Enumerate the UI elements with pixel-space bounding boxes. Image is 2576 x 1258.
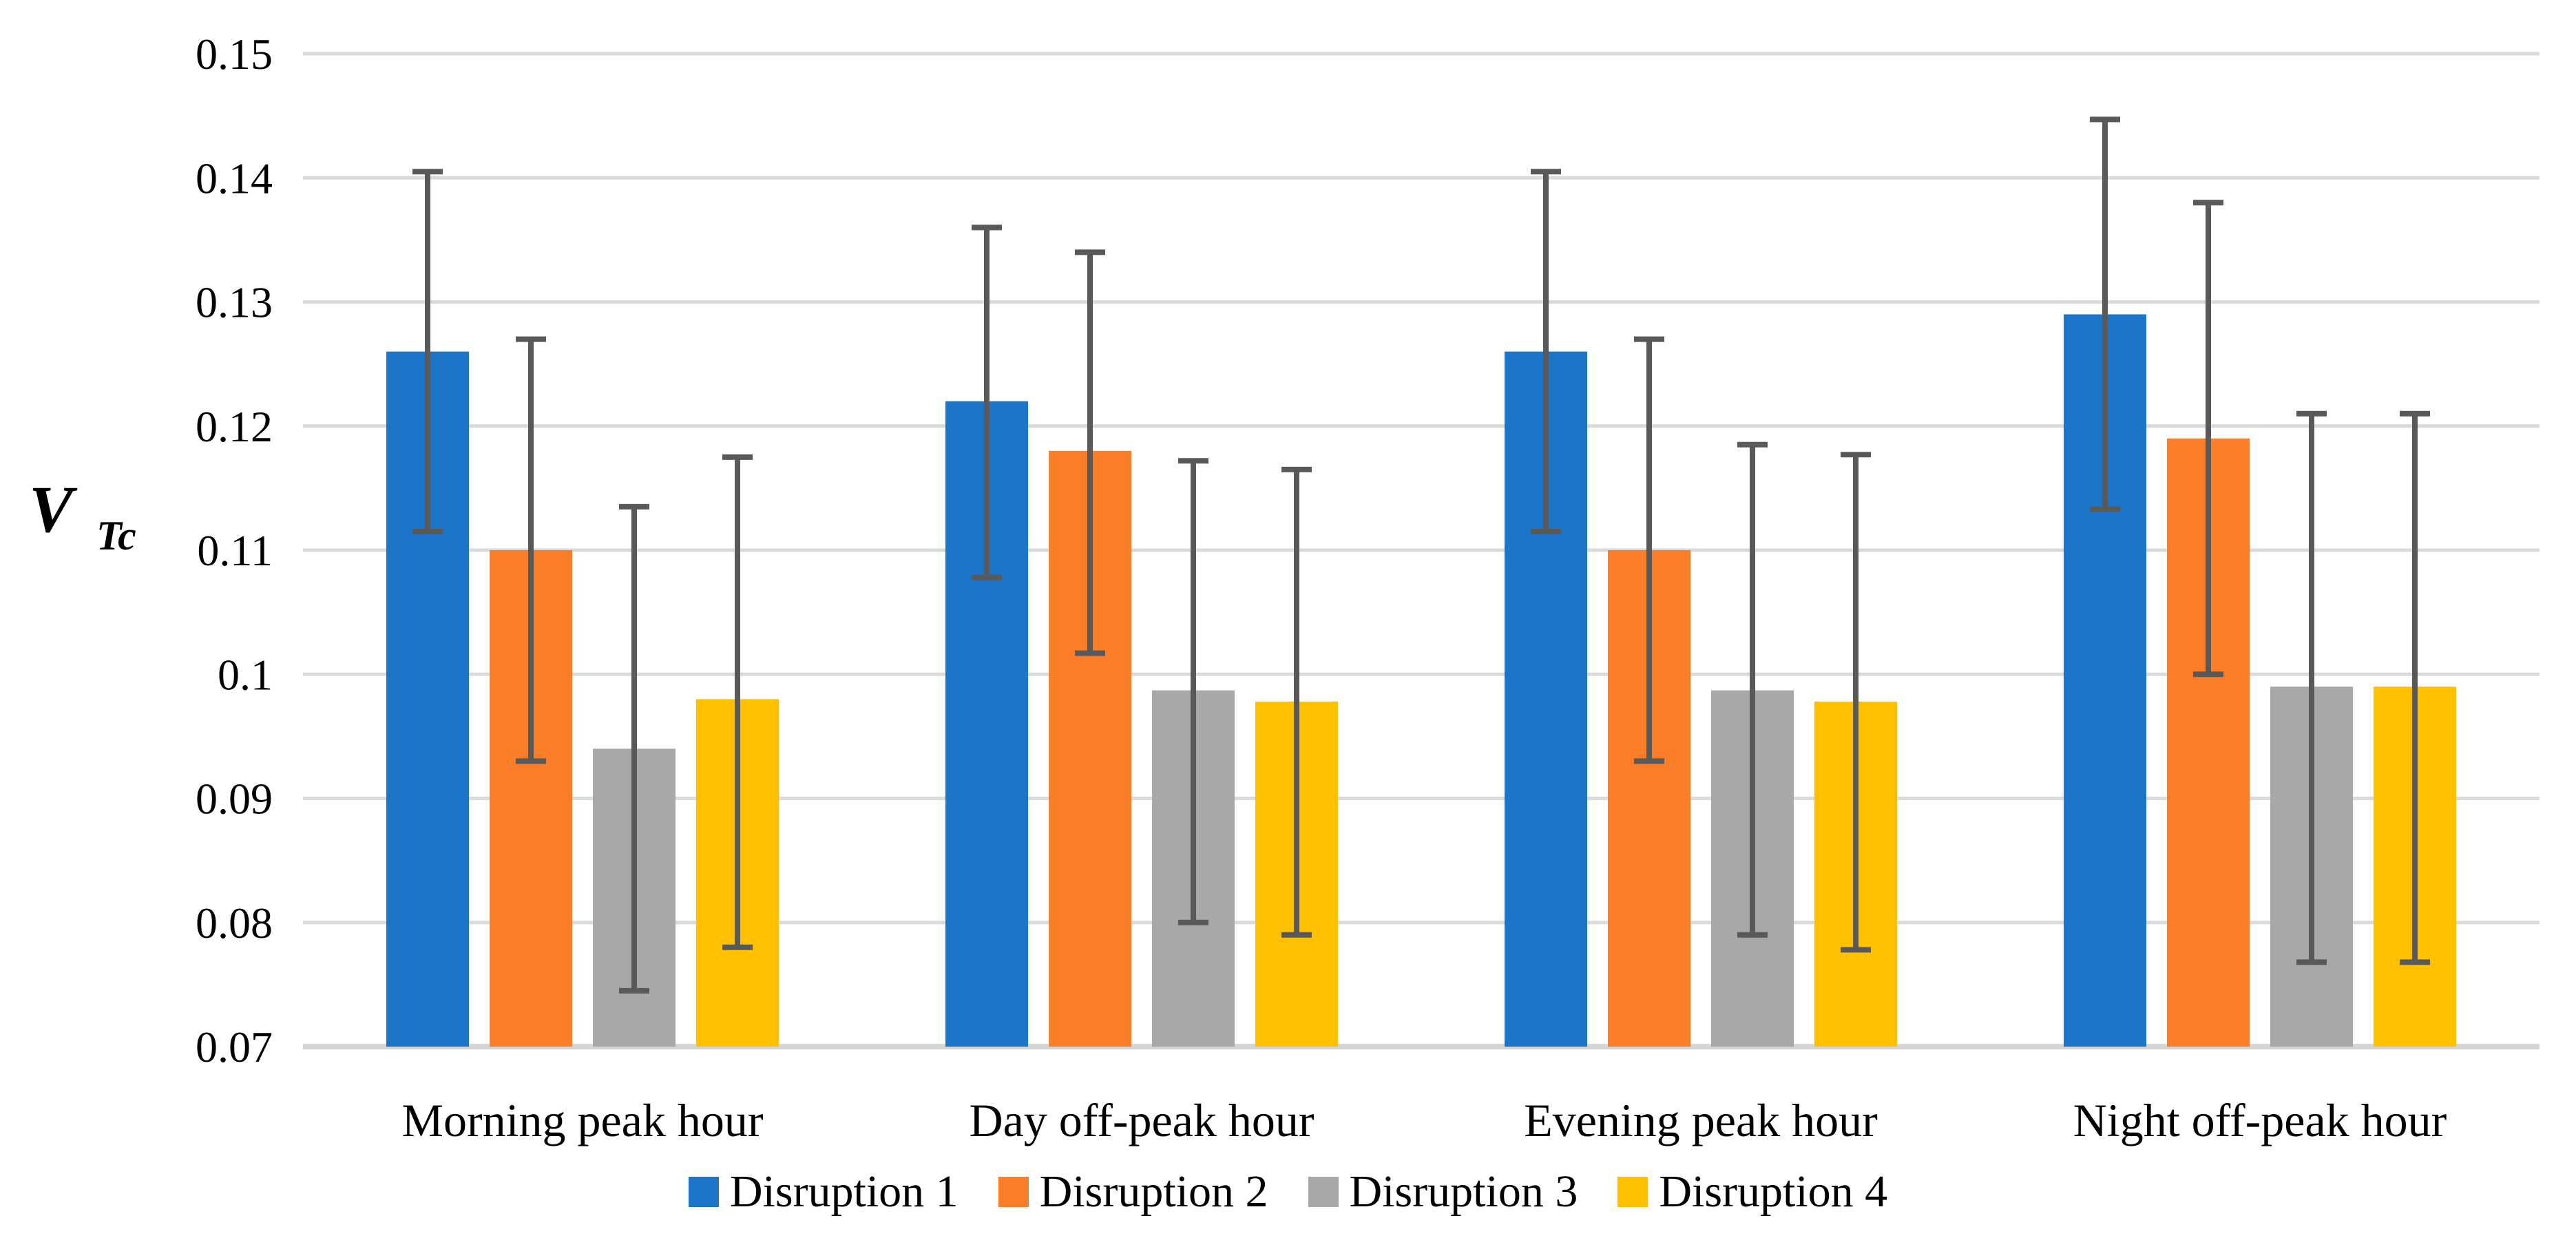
x-axis-category-labels: Morning peak hour Day off-peak hour Evenin… <box>401 1094 2447 1146</box>
legend-swatch <box>1617 1177 1648 1207</box>
legend-label: Disruption 1 <box>729 1166 959 1217</box>
bars <box>386 314 2456 1047</box>
y-tick-label: 0.12 <box>196 402 273 451</box>
legend-swatch <box>688 1177 719 1207</box>
y-tick-label: 0.13 <box>196 278 273 327</box>
y-tick-label: 0.09 <box>196 775 273 824</box>
legend-label: Disruption 3 <box>1349 1166 1578 1217</box>
y-tick-label: 0.15 <box>196 30 273 78</box>
category-label: Evening peak hour <box>1524 1094 1878 1146</box>
y-axis-title: V Tc <box>29 472 136 558</box>
gridlines <box>303 52 2540 1049</box>
legend-item: Disruption 3 <box>1308 1169 1578 1215</box>
legend-swatch <box>1308 1177 1339 1207</box>
y-tick-label: 0.08 <box>196 899 273 947</box>
legend-swatch <box>998 1177 1029 1207</box>
y-axis-tick-labels: 0.15 0.14 0.13 0.12 0.11 0.1 0.09 0.08 0.07 <box>196 30 273 1071</box>
y-axis-title-main: V <box>29 472 78 546</box>
y-tick-label: 0.1 <box>218 650 273 699</box>
category-label: Night off-peak hour <box>2073 1094 2447 1146</box>
category-label: Morning peak hour <box>401 1094 763 1146</box>
y-tick-label: 0.11 <box>197 526 273 575</box>
legend-label: Disruption 4 <box>1659 1166 1888 1217</box>
y-axis-title-subscript: Tc <box>96 513 136 558</box>
y-tick-label: 0.07 <box>196 1023 273 1071</box>
legend-item: Disruption 2 <box>998 1169 1268 1215</box>
category-label: Day off-peak hour <box>969 1094 1314 1146</box>
legend: Disruption 1 Disruption 2 Disruption 3 Disr… <box>0 1169 2576 1215</box>
legend-item: Disruption 4 <box>1617 1169 1887 1215</box>
legend-label: Disruption 2 <box>1039 1166 1268 1217</box>
legend-item: Disruption 1 <box>688 1166 959 1217</box>
error-bars <box>412 116 2430 994</box>
y-tick-label: 0.14 <box>196 154 273 202</box>
